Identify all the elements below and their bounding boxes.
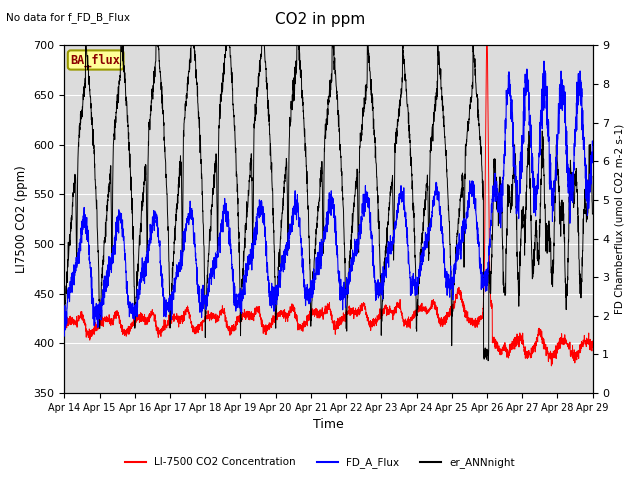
Legend: LI-7500 CO2 Concentration, FD_A_Flux, er_ANNnight: LI-7500 CO2 Concentration, FD_A_Flux, er…	[121, 453, 519, 472]
Text: CO2 in ppm: CO2 in ppm	[275, 12, 365, 27]
X-axis label: Time: Time	[313, 419, 344, 432]
Text: BA_flux: BA_flux	[71, 53, 120, 67]
Text: No data for f_FD_B_Flux: No data for f_FD_B_Flux	[6, 12, 131, 23]
Y-axis label: FD Chamberflux (umol CO2 m-2 s-1): FD Chamberflux (umol CO2 m-2 s-1)	[615, 124, 625, 314]
Y-axis label: LI7500 CO2 (ppm): LI7500 CO2 (ppm)	[15, 166, 28, 273]
